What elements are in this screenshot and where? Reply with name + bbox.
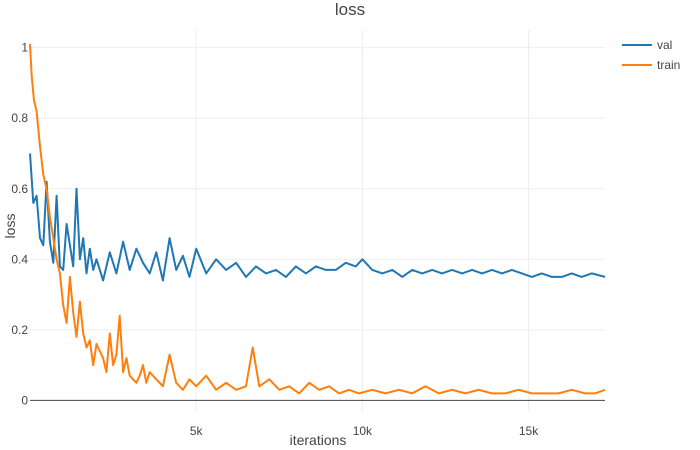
series-line-train — [29, 44, 606, 395]
y-tick-label: 0.4 — [11, 252, 28, 266]
x-tick-label: 10k — [353, 424, 373, 438]
legend-item-val[interactable]: val — [622, 38, 672, 52]
y-tick-label: 0 — [21, 393, 28, 407]
chart-title: loss — [335, 0, 365, 19]
y-tick-label: 0.2 — [11, 323, 28, 337]
y-tick-label: 0.6 — [11, 182, 28, 196]
x-tick-label: 15k — [519, 424, 539, 438]
grid — [30, 30, 605, 411]
axes: 5k 10k 15k 0 0.2 0.4 0.6 0.8 1 — [11, 41, 539, 438]
legend-label-val: val — [657, 38, 672, 52]
x-tick-label: 5k — [190, 424, 204, 438]
legend-label-train: train — [657, 58, 680, 72]
series-line-val — [29, 153, 606, 282]
series-lines — [29, 44, 606, 395]
y-tick-label: 0.8 — [11, 111, 28, 125]
x-axis-title: iterations — [290, 432, 347, 448]
legend-item-train[interactable]: train — [622, 58, 680, 72]
y-tick-label: 1 — [21, 41, 28, 55]
legend[interactable]: val train — [622, 38, 680, 72]
y-axis-title: loss — [2, 214, 18, 239]
